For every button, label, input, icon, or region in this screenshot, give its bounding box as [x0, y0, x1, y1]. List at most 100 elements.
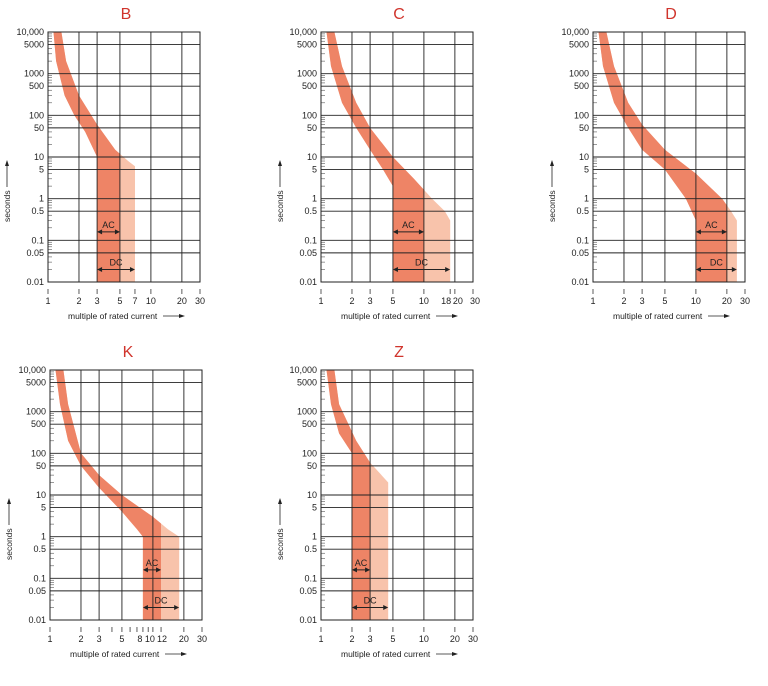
dc-label: DC	[110, 257, 123, 267]
y-tick-label: 0.5	[304, 206, 317, 216]
x-tick-label: 1	[318, 296, 323, 306]
x-axis-label: multiple of rated current	[341, 311, 431, 321]
plot-frame	[592, 31, 746, 283]
x-tick-label: 10	[146, 296, 156, 306]
x-axis-label: multiple of rated current	[70, 649, 160, 659]
plot-frame	[47, 31, 201, 283]
chart-d: D 1 2 3 5 10 20 30 10,000 5000 1000 500 100 50 10 5 1 0.5…	[547, 6, 750, 321]
ac-label: AC	[102, 220, 115, 230]
y-axis-label: seconds	[275, 190, 285, 222]
arrow-up-icon	[278, 498, 282, 504]
x-axis-label: multiple of rated current	[613, 311, 703, 321]
arrowhead-left-icon	[695, 229, 701, 235]
x-tick-label: 3	[368, 634, 373, 644]
y-tick-label: 5	[584, 165, 589, 175]
x-tick-label: 2	[349, 296, 354, 306]
arrow-up-icon	[278, 160, 282, 166]
y-axis-label: seconds	[547, 190, 557, 222]
arrowhead-right-icon	[365, 567, 371, 573]
ac-label: AC	[402, 220, 415, 230]
x-tick-label: 2	[76, 296, 81, 306]
arrowhead-left-icon	[351, 567, 357, 573]
x-tick-label: 30	[195, 296, 205, 306]
y-tick-label: 50	[307, 461, 317, 471]
y-tick-label: 0.5	[304, 544, 317, 554]
x-axis-label: multiple of rated current	[68, 311, 158, 321]
trip-band-ac	[53, 32, 120, 282]
plot-frame	[320, 31, 474, 283]
y-tick-label: 0.1	[576, 235, 589, 245]
y-tick-label: 500	[29, 81, 44, 91]
y-tick-label: 100	[574, 110, 589, 120]
x-tick-label: 20	[722, 296, 732, 306]
plot-frame	[49, 369, 203, 621]
y-tick-label: 10,000	[561, 27, 589, 37]
y-tick-label: 5	[41, 503, 46, 513]
y-tick-label: 1000	[26, 407, 46, 417]
x-tick-label: 2	[349, 634, 354, 644]
x-tick-label: 10	[419, 296, 429, 306]
arrow-right-icon	[452, 652, 458, 656]
y-tick-label: 10	[34, 152, 44, 162]
arrowhead-right-icon	[129, 266, 135, 272]
y-tick-label: 1	[584, 194, 589, 204]
y-tick-label: 10	[307, 152, 317, 162]
y-tick-label: 5000	[297, 40, 317, 50]
arrow-up-icon	[7, 498, 11, 504]
arrow-right-icon	[181, 652, 187, 656]
y-tick-label: 0.05	[299, 586, 317, 596]
arrowhead-left-icon	[392, 229, 398, 235]
x-tick-label: 30	[197, 634, 207, 644]
x-tick-label: 30	[470, 296, 480, 306]
y-tick-label: 0.5	[576, 206, 589, 216]
chart-title: K	[123, 344, 134, 361]
y-tick-label: 100	[29, 110, 44, 120]
x-tick-label: 5	[117, 296, 122, 306]
arrowhead-left-icon	[392, 266, 398, 272]
chart-b: B1 2 3 5 7 10 20 3010,000500010005001005010510.…	[2, 6, 205, 321]
arrowhead-right-icon	[174, 604, 180, 610]
x-tick-label: 10	[145, 634, 155, 644]
y-tick-label: 5	[312, 165, 317, 175]
arrowhead-right-icon	[114, 229, 120, 235]
y-tick-label: 1	[312, 194, 317, 204]
y-tick-label: 5	[312, 503, 317, 513]
x-tick-label: 8	[137, 634, 142, 644]
dc-label: DC	[415, 257, 428, 267]
y-tick-label: 0.05	[571, 248, 589, 258]
arrowhead-left-icon	[97, 266, 103, 272]
y-tick-label: 5000	[569, 40, 589, 50]
y-tick-label: 500	[574, 81, 589, 91]
y-tick-label: 10,000	[289, 27, 317, 37]
y-tick-label: 0.1	[31, 235, 44, 245]
arrowhead-right-icon	[721, 229, 727, 235]
arrowhead-left-icon	[97, 229, 103, 235]
arrow-right-icon	[452, 314, 458, 318]
dc-label: DC	[364, 595, 377, 605]
arrowhead-right-icon	[383, 604, 389, 610]
x-axis-label: multiple of rated current	[341, 649, 431, 659]
y-tick-label: 0.05	[26, 248, 44, 258]
y-tick-label: 10,000	[289, 365, 317, 375]
dc-label: DC	[710, 257, 723, 267]
x-tick-label: 30	[468, 634, 478, 644]
y-tick-label: 10	[36, 490, 46, 500]
y-tick-label: 10,000	[18, 365, 46, 375]
x-tick-label: 5	[119, 634, 124, 644]
x-tick-label: 3	[640, 296, 645, 306]
x-tick-label: 10	[691, 296, 701, 306]
x-tick-label: 20	[179, 634, 189, 644]
y-tick-label: 50	[307, 123, 317, 133]
y-tick-label: 100	[31, 448, 46, 458]
y-tick-label: 100	[302, 448, 317, 458]
arrowhead-right-icon	[731, 266, 737, 272]
arrowhead-right-icon	[418, 229, 424, 235]
y-axis-label: seconds	[275, 528, 285, 560]
x-tick-label: 1	[47, 634, 52, 644]
x-tick-label: 1	[45, 296, 50, 306]
x-tick-label: 1	[590, 296, 595, 306]
y-tick-label: 0.1	[304, 573, 317, 583]
y-tick-label: 5000	[297, 378, 317, 388]
arrow-up-icon	[5, 160, 9, 166]
